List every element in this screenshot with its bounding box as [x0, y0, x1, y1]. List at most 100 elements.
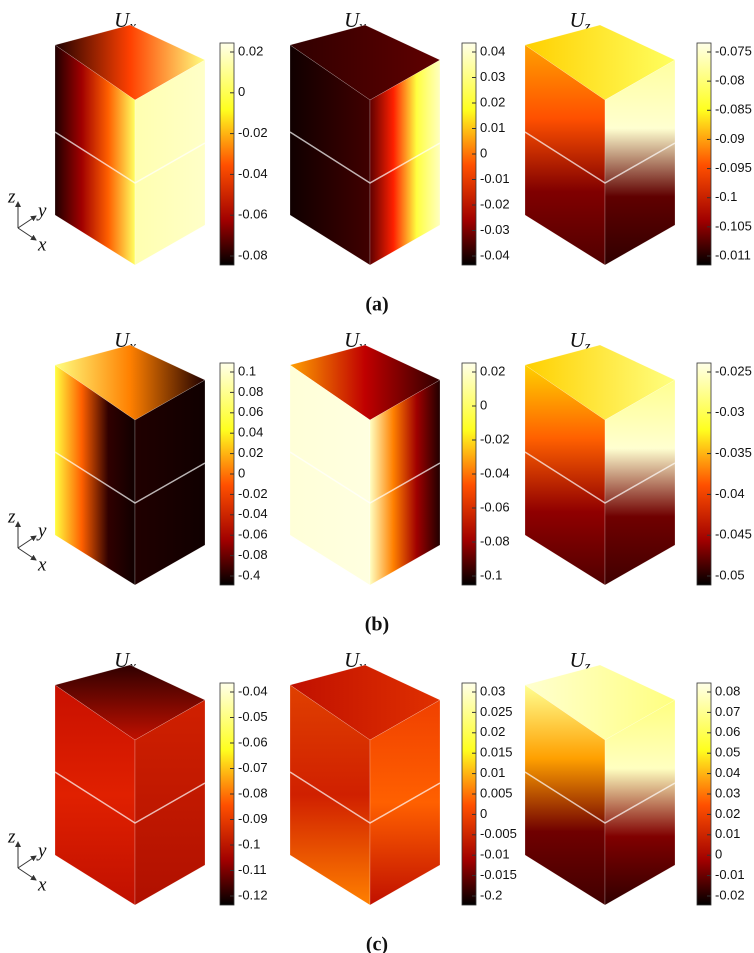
- colorbar-tick-label: 0.03: [480, 69, 505, 84]
- colorbar-tick-label: -0.04: [238, 506, 268, 521]
- colorbar-tick-label: -0.08: [238, 247, 268, 262]
- colorbar-tick-label: -0.05: [238, 709, 268, 724]
- title-base: U: [114, 648, 131, 672]
- colorbar-tick-label: -0.4: [238, 567, 260, 582]
- colorbar-tick-label: -0.085: [715, 102, 752, 117]
- colorbar-tick-label: -0.02: [715, 887, 745, 902]
- colorbar-tick-label: 0: [480, 806, 487, 821]
- colorbar-tick-label: 0.01: [715, 826, 740, 841]
- colorbar-tick-label: -0.11: [238, 862, 267, 877]
- triad-axis: [17, 215, 37, 229]
- cube-crack: [524, 131, 676, 184]
- colorbar-tick-label: -0.04: [715, 486, 745, 501]
- triad-label: z: [7, 186, 16, 207]
- row-label: (c): [366, 934, 388, 953]
- panel-title: Uz: [569, 8, 590, 36]
- cube-crack: [54, 451, 206, 504]
- colorbar-tick-label: -0.01: [480, 171, 510, 186]
- title-base: U: [344, 648, 361, 672]
- triad-label: y: [36, 200, 47, 221]
- colorbar-tick-label: 0: [238, 465, 245, 480]
- colorbar-tick-label: -0.05: [715, 567, 745, 582]
- colorbar-tick-label: 0.02: [480, 94, 505, 109]
- colorbar: [219, 42, 235, 266]
- colorbar-tick-label: 0.08: [715, 683, 740, 698]
- colorbar-tick-label: -0.011: [715, 247, 751, 262]
- colorbar-tick-label: 0.1: [238, 363, 256, 378]
- colorbar-tick-label: 0: [480, 145, 487, 160]
- colorbar-tick-label: -0.08: [480, 533, 510, 548]
- colorbar-tick-label: -0.02: [480, 431, 510, 446]
- colorbar-tick-label: -0.035: [715, 445, 752, 460]
- row-label: (a): [365, 294, 388, 316]
- title-base: U: [114, 328, 131, 352]
- colorbar-tick-label: 0.02: [480, 724, 505, 739]
- cube-crack: [524, 771, 676, 824]
- cube-crack: [524, 451, 676, 504]
- colorbar-tick-label: 0.01: [480, 765, 505, 780]
- colorbar-tick-label: -0.09: [715, 131, 745, 146]
- colorbar-tick-label: 0.04: [715, 765, 740, 780]
- triad-axis: [17, 227, 37, 241]
- colorbar-tick-label: 0.025: [480, 704, 513, 719]
- colorbar-tick-label: -0.08: [715, 73, 745, 88]
- colorbar-tick-label: 0.04: [238, 425, 263, 440]
- colorbar-tick-label: -0.04: [238, 683, 268, 698]
- title-base: U: [114, 8, 131, 32]
- cube-crack: [289, 131, 441, 184]
- triad-label: x: [37, 874, 47, 895]
- colorbar-tick-label: -0.07: [238, 760, 268, 775]
- colorbar-tick-label: -0.03: [480, 222, 510, 237]
- cube-crack: [289, 771, 441, 824]
- triad-axis: [17, 867, 37, 881]
- colorbar: [696, 42, 712, 266]
- colorbar: [696, 362, 712, 586]
- colorbar-tick-label: -0.02: [238, 125, 268, 140]
- colorbar-tick-label: 0: [715, 847, 722, 862]
- colorbar-tick-label: 0.03: [480, 683, 505, 698]
- colorbar-tick-label: -0.025: [715, 363, 752, 378]
- colorbar-tick-label: 0.08: [238, 384, 263, 399]
- triad-label: x: [37, 554, 47, 575]
- title-base: U: [569, 648, 586, 672]
- panel-title: Uz: [569, 328, 590, 356]
- colorbar-tick-label: 0.015: [480, 745, 513, 760]
- colorbar-tick-label: -0.09: [238, 811, 268, 826]
- colorbar-tick-label: -0.1: [715, 189, 737, 204]
- colorbar-tick-label: -0.04: [238, 166, 268, 181]
- colorbar-tick-label: 0.06: [715, 724, 740, 739]
- triad-axis: [17, 547, 37, 561]
- triad-axis: [17, 535, 37, 549]
- cube-crack: [54, 771, 206, 824]
- colorbar-tick-label: 0.02: [238, 43, 263, 58]
- colorbar-tick-label: 0.02: [480, 363, 505, 378]
- colorbar-tick-label: -0.03: [715, 404, 745, 419]
- colorbar-tick-label: -0.01: [480, 847, 510, 862]
- colorbar-tick-label: 0.02: [715, 806, 740, 821]
- colorbar-tick-label: -0.1: [480, 567, 502, 582]
- colorbar-tick-label: -0.01: [715, 867, 745, 882]
- colorbar-tick-label: -0.045: [715, 527, 752, 542]
- colorbar-tick-label: -0.1: [238, 836, 260, 851]
- triad-label: y: [36, 520, 47, 541]
- colorbar-tick-label: -0.04: [480, 465, 510, 480]
- colorbar-tick-label: 0.02: [238, 445, 263, 460]
- triad-label: z: [7, 826, 16, 847]
- colorbar-tick-label: 0.07: [715, 704, 740, 719]
- colorbar-tick-label: 0: [238, 84, 245, 99]
- colorbar-tick-label: 0.005: [480, 785, 513, 800]
- colorbar-tick-label: -0.075: [715, 43, 752, 58]
- title-sub: z: [584, 659, 591, 675]
- colorbar-tick-label: -0.015: [480, 867, 517, 882]
- colorbar-tick-label: 0: [480, 397, 487, 412]
- title-sub: z: [584, 19, 591, 35]
- colorbar-tick-label: -0.12: [238, 887, 268, 902]
- triad-axis: [17, 855, 37, 869]
- colorbar-tick-label: -0.2: [480, 887, 502, 902]
- colorbar-tick-label: -0.06: [238, 527, 268, 542]
- title-base: U: [344, 328, 361, 352]
- colorbar-tick-label: -0.02: [238, 486, 268, 501]
- colorbar-tick-label: -0.08: [238, 547, 268, 562]
- colorbar-tick-label: -0.06: [238, 734, 268, 749]
